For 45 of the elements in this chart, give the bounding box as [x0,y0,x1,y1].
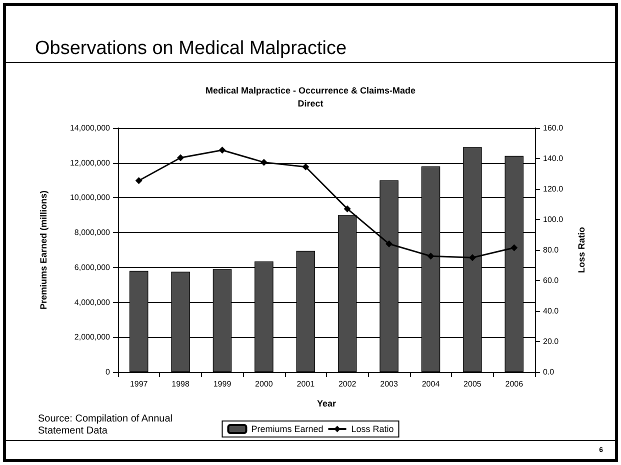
point [427,252,434,260]
y-tick-label: 10,000,000 [70,193,111,202]
y2-tick-label: 0.0 [543,368,555,376]
x-tick-label: 2003 [380,380,398,388]
point [344,205,351,212]
chart-subtitle: Medical Malpractice - Occurrence & Claims-Made Direct [205,86,416,108]
source-note: Source: Compilation of Annual Statement Data [38,414,173,436]
point [135,177,142,184]
y2-axis-title: Loss Ratio [576,226,586,274]
point [260,158,268,166]
point [468,254,476,262]
y-tick-label: 12,000,000 [70,158,111,168]
y-tick-label: 8,000,000 [74,228,111,238]
y2-tick-label: 160.0 [543,124,564,132]
point [177,154,184,162]
y2-tick-label: 60.0 [543,276,560,285]
y-tick-label: 0 [106,368,111,376]
x-tick-label: 2001 [296,380,316,388]
x-tick-label: 2000 [255,380,274,388]
x-tick-label: 1997 [130,380,148,388]
y2-tick-label: 80.0 [543,246,560,254]
point [218,146,226,154]
point [510,244,518,252]
y-tick-label: 2,000,000 [74,332,111,342]
legend-label: Premiums Earned [251,424,324,434]
y2-tick-label: 40.0 [543,306,560,316]
y-axis-title: Premiums Earned (millions) [38,190,48,310]
y2-tick-label: 120.0 [543,184,564,194]
legend-label: Loss Ratio [351,424,394,434]
point [386,240,393,248]
x-tick-label: 2005 [464,380,482,388]
point [302,163,310,170]
x-tick-label: 2002 [338,380,357,388]
x-tick-label: 1998 [172,380,190,388]
chart-title: Observations on Medical Malpractice [35,38,347,59]
x-axis-title: Year [316,398,336,408]
x-tick-label: 1999 [213,380,232,388]
y2-tick-label: 20.0 [543,337,560,346]
y2-tick-label: 140.0 [543,154,564,163]
y2-tick-label: 100.0 [543,215,564,224]
x-tick-label: 2006 [505,380,524,388]
y-tick-label: 6,000,000 [74,262,111,272]
x-tick-label: 2004 [422,380,440,388]
y-tick-label: 4,000,000 [74,298,111,307]
y-tick-label: 14,000,000 [70,124,111,132]
